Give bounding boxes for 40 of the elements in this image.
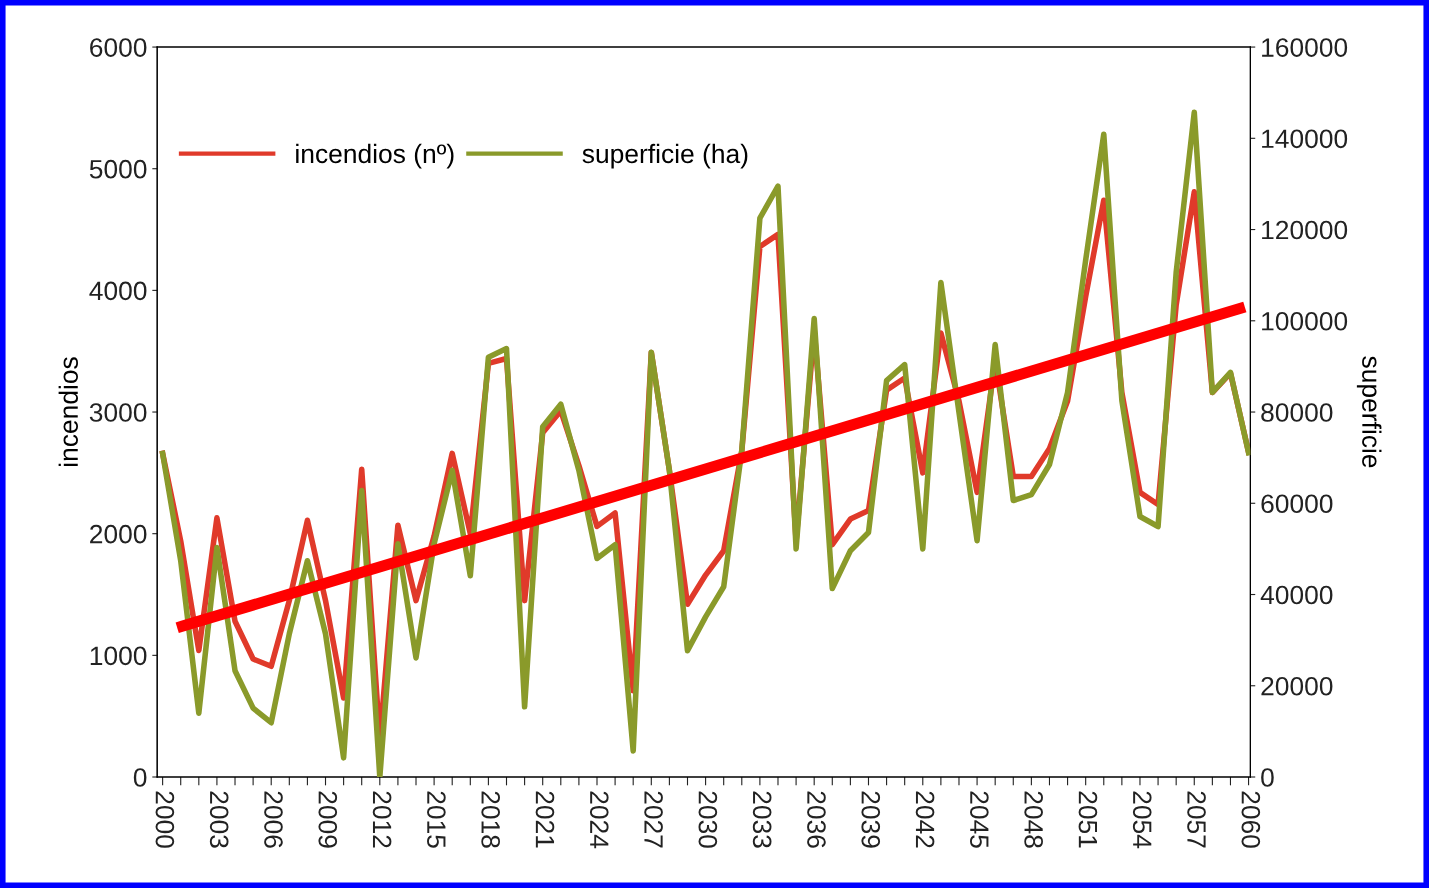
x-tick-label: 2024: [589, 791, 609, 849]
y2-tick-label: 100000: [1262, 311, 1348, 331]
y-tick-label: 4000: [89, 281, 147, 301]
x-tick-label: 2012: [372, 791, 392, 848]
x-tick-label: 2054: [1132, 791, 1152, 849]
x-tick-label: 2057: [1187, 791, 1206, 848]
x-tick-label: 2048: [1024, 791, 1043, 848]
x-tick-label: 2015: [427, 791, 446, 848]
y-tick-label: 2000: [90, 524, 147, 544]
y-tick-label: 0: [133, 768, 147, 787]
x-tick-label: 2006: [264, 791, 283, 848]
y-tick-label: 1000: [90, 646, 147, 666]
x-tick-label: 2039: [861, 791, 881, 848]
y2-tick-label: 140000: [1262, 129, 1348, 149]
x-tick-label: 2009: [318, 791, 338, 848]
x-tick-label: 2033: [752, 791, 772, 848]
x-tick-label: 2060: [1241, 791, 1261, 848]
y2-tick-label: 20000: [1261, 676, 1333, 696]
legend-label: incendios (nº): [296, 143, 454, 169]
x-tick-label: 2018: [481, 791, 501, 848]
y-tick-label: 6000: [90, 38, 147, 57]
x-tick-label: 2030: [698, 791, 718, 848]
x-tick-label: 2036: [807, 791, 826, 848]
y-tick-label: 3000: [89, 403, 147, 422]
y2-axis-title: superficie: [1356, 356, 1382, 468]
y-tick-label: 5000: [89, 159, 147, 179]
y2-tick-label: 120000: [1262, 220, 1348, 240]
x-tick-label: 2045: [970, 791, 989, 848]
y2-tick-label: 0: [1261, 768, 1274, 787]
x-tick-label: 2027: [644, 791, 663, 848]
x-tick-label: 2003: [209, 791, 229, 848]
y-axis-title: incendios: [58, 357, 78, 467]
y2-tick-label: 40000: [1260, 585, 1333, 605]
legend-label: superficie (ha): [582, 143, 748, 169]
x-tick-label: 2042: [915, 791, 935, 848]
y2-tick-label: 80000: [1261, 403, 1333, 422]
y2-tick-label: 160000: [1262, 38, 1348, 57]
x-tick-label: 2051: [1078, 791, 1098, 848]
x-tick-label: 2021: [535, 791, 555, 848]
y2-tick-label: 60000: [1261, 494, 1333, 514]
